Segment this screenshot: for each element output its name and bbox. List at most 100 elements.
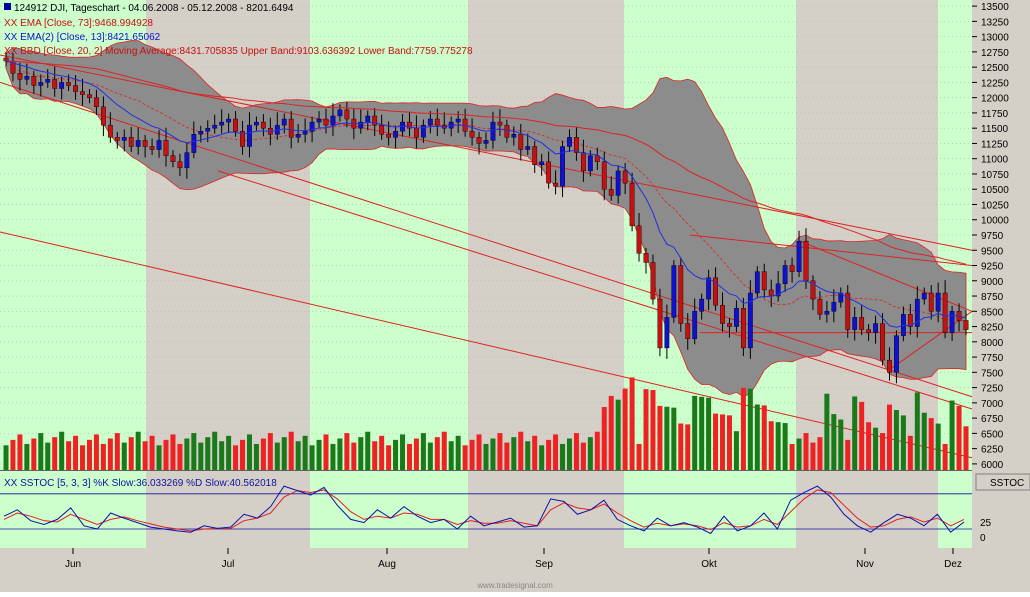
- candle-body[interactable]: [393, 131, 398, 138]
- volume-bar[interactable]: [740, 387, 746, 470]
- candle-body[interactable]: [316, 118, 322, 123]
- candle-body[interactable]: [344, 109, 350, 120]
- volume-bar[interactable]: [24, 443, 30, 470]
- volume-bar[interactable]: [692, 395, 698, 470]
- candle-body[interactable]: [114, 137, 120, 141]
- volume-bar[interactable]: [490, 438, 496, 470]
- ema13-legend[interactable]: XX EMA(2) [Close, 13]:8421.65062: [4, 32, 161, 43]
- candle-body[interactable]: [622, 170, 628, 184]
- candle-body[interactable]: [859, 317, 865, 330]
- candle-body[interactable]: [824, 311, 830, 315]
- candle-body[interactable]: [490, 121, 496, 141]
- volume-bar[interactable]: [163, 439, 169, 470]
- volume-bar[interactable]: [386, 445, 392, 470]
- candle-body[interactable]: [789, 265, 795, 272]
- candle-body[interactable]: [434, 118, 440, 126]
- candle-body[interactable]: [685, 323, 691, 339]
- candle-body[interactable]: [657, 298, 663, 349]
- candle-body[interactable]: [740, 308, 746, 349]
- volume-bar[interactable]: [914, 392, 920, 470]
- volume-bar[interactable]: [107, 438, 113, 470]
- volume-bar[interactable]: [205, 437, 211, 470]
- candle-body[interactable]: [240, 131, 245, 147]
- volume-bar[interactable]: [462, 445, 468, 470]
- volume-bar[interactable]: [198, 442, 204, 470]
- volume-bar[interactable]: [566, 438, 572, 470]
- volume-bar[interactable]: [838, 419, 844, 470]
- volume-bar[interactable]: [52, 437, 58, 470]
- volume-bar[interactable]: [859, 401, 865, 470]
- volume-bar[interactable]: [240, 439, 246, 470]
- volume-bar[interactable]: [768, 421, 774, 470]
- candle-body[interactable]: [852, 317, 858, 330]
- volume-bar[interactable]: [219, 441, 225, 470]
- candle-body[interactable]: [831, 301, 837, 312]
- candle-body[interactable]: [372, 115, 378, 126]
- volume-bar[interactable]: [782, 423, 788, 470]
- volume-bar[interactable]: [253, 443, 259, 470]
- volume-bar[interactable]: [907, 435, 913, 470]
- candle-body[interactable]: [497, 121, 503, 126]
- volume-bar[interactable]: [539, 445, 545, 470]
- candle-body[interactable]: [817, 298, 823, 315]
- candle-body[interactable]: [379, 124, 385, 135]
- volume-bar[interactable]: [379, 435, 385, 470]
- volume-bar[interactable]: [86, 439, 92, 470]
- volume-bar[interactable]: [413, 438, 419, 470]
- volume-bar[interactable]: [713, 413, 719, 470]
- candle-body[interactable]: [330, 115, 336, 126]
- candle-body[interactable]: [469, 131, 475, 138]
- volume-bar[interactable]: [893, 410, 899, 470]
- volume-bar[interactable]: [789, 443, 795, 470]
- volume-bar[interactable]: [73, 435, 79, 470]
- volume-bar[interactable]: [260, 438, 266, 470]
- volume-bar[interactable]: [678, 423, 684, 470]
- candle-body[interactable]: [949, 311, 955, 333]
- volume-bar[interactable]: [942, 443, 948, 470]
- volume-bar[interactable]: [831, 414, 837, 470]
- volume-bar[interactable]: [420, 433, 426, 470]
- volume-bar[interactable]: [532, 435, 538, 470]
- candle-body[interactable]: [24, 76, 30, 80]
- volume-bar[interactable]: [615, 399, 621, 470]
- volume-bar[interactable]: [114, 433, 120, 470]
- volume-bar[interactable]: [177, 443, 183, 470]
- volume-bar[interactable]: [935, 423, 941, 470]
- candle-body[interactable]: [226, 118, 232, 123]
- volume-bar[interactable]: [135, 431, 141, 470]
- candle-body[interactable]: [156, 140, 162, 150]
- candle-body[interactable]: [386, 134, 392, 138]
- volume-bar[interactable]: [191, 433, 197, 470]
- candle-body[interactable]: [601, 161, 607, 190]
- volume-bar[interactable]: [845, 439, 851, 470]
- volume-bar[interactable]: [720, 414, 726, 470]
- candle-body[interactable]: [525, 146, 531, 150]
- candle-body[interactable]: [615, 170, 621, 196]
- candle-body[interactable]: [281, 118, 287, 126]
- candle-body[interactable]: [407, 121, 412, 129]
- candle-body[interactable]: [713, 277, 718, 306]
- volume-bar[interactable]: [553, 434, 559, 470]
- volume-bar[interactable]: [365, 431, 371, 470]
- volume-bar[interactable]: [803, 433, 809, 470]
- candle-body[interactable]: [414, 127, 419, 138]
- volume-bar[interactable]: [358, 437, 364, 470]
- candle-body[interactable]: [94, 97, 99, 108]
- candle-body[interactable]: [212, 124, 218, 129]
- candle-body[interactable]: [643, 253, 649, 263]
- candle-body[interactable]: [845, 292, 851, 330]
- candle-body[interactable]: [420, 124, 426, 138]
- volume-bar[interactable]: [873, 427, 879, 470]
- candle-body[interactable]: [309, 121, 315, 132]
- volume-bar[interactable]: [17, 434, 23, 470]
- volume-bar[interactable]: [587, 437, 593, 470]
- volume-bar[interactable]: [921, 412, 927, 470]
- volume-bar[interactable]: [323, 434, 329, 470]
- candle-body[interactable]: [539, 161, 545, 166]
- volume-bar[interactable]: [156, 445, 162, 470]
- volume-bar[interactable]: [406, 443, 412, 470]
- volume-bar[interactable]: [351, 442, 357, 470]
- candle-body[interactable]: [747, 292, 753, 349]
- volume-bar[interactable]: [267, 433, 273, 470]
